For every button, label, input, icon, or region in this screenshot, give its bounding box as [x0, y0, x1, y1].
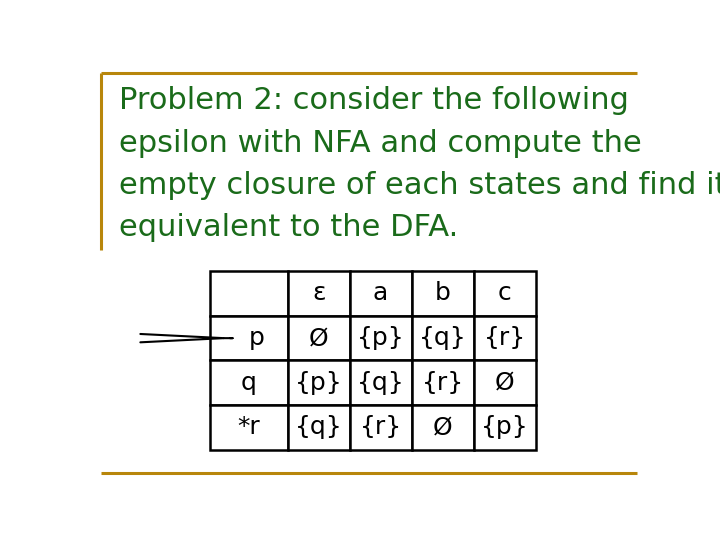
Bar: [412, 405, 474, 450]
Bar: [210, 361, 287, 405]
Bar: [287, 405, 350, 450]
Bar: [350, 405, 412, 450]
Text: a: a: [373, 281, 388, 306]
Text: Ø: Ø: [495, 371, 514, 395]
Bar: [210, 405, 287, 450]
Text: Ø: Ø: [433, 415, 452, 440]
Text: equivalent to the DFA.: equivalent to the DFA.: [120, 213, 459, 242]
Bar: [350, 316, 412, 361]
Text: {p}: {p}: [294, 371, 343, 395]
Bar: [412, 316, 474, 361]
Text: {r}: {r}: [359, 415, 402, 440]
Text: {q}: {q}: [294, 415, 343, 440]
Text: q: q: [241, 371, 257, 395]
Text: empty closure of each states and find its: empty closure of each states and find it…: [120, 171, 720, 200]
Bar: [287, 271, 350, 316]
Bar: [287, 316, 350, 361]
Text: Problem 2: consider the following: Problem 2: consider the following: [120, 86, 629, 116]
Bar: [474, 361, 536, 405]
Text: p: p: [248, 326, 264, 350]
Text: {p}: {p}: [356, 326, 405, 350]
Text: ε: ε: [312, 281, 325, 306]
Text: {q}: {q}: [419, 326, 467, 350]
Bar: [287, 361, 350, 405]
Bar: [474, 405, 536, 450]
Text: {r}: {r}: [421, 371, 464, 395]
Text: b: b: [435, 281, 451, 306]
Text: epsilon with NFA and compute the: epsilon with NFA and compute the: [120, 129, 642, 158]
Bar: [474, 271, 536, 316]
Text: {q}: {q}: [356, 371, 405, 395]
Text: {p}: {p}: [481, 415, 528, 440]
Bar: [210, 271, 287, 316]
Bar: [350, 361, 412, 405]
Bar: [412, 271, 474, 316]
Bar: [412, 361, 474, 405]
Bar: [210, 316, 287, 361]
Text: Ø: Ø: [309, 326, 328, 350]
Text: *r: *r: [238, 415, 260, 440]
Text: c: c: [498, 281, 511, 306]
Bar: [474, 316, 536, 361]
Bar: [350, 271, 412, 316]
Text: {r}: {r}: [484, 326, 526, 350]
